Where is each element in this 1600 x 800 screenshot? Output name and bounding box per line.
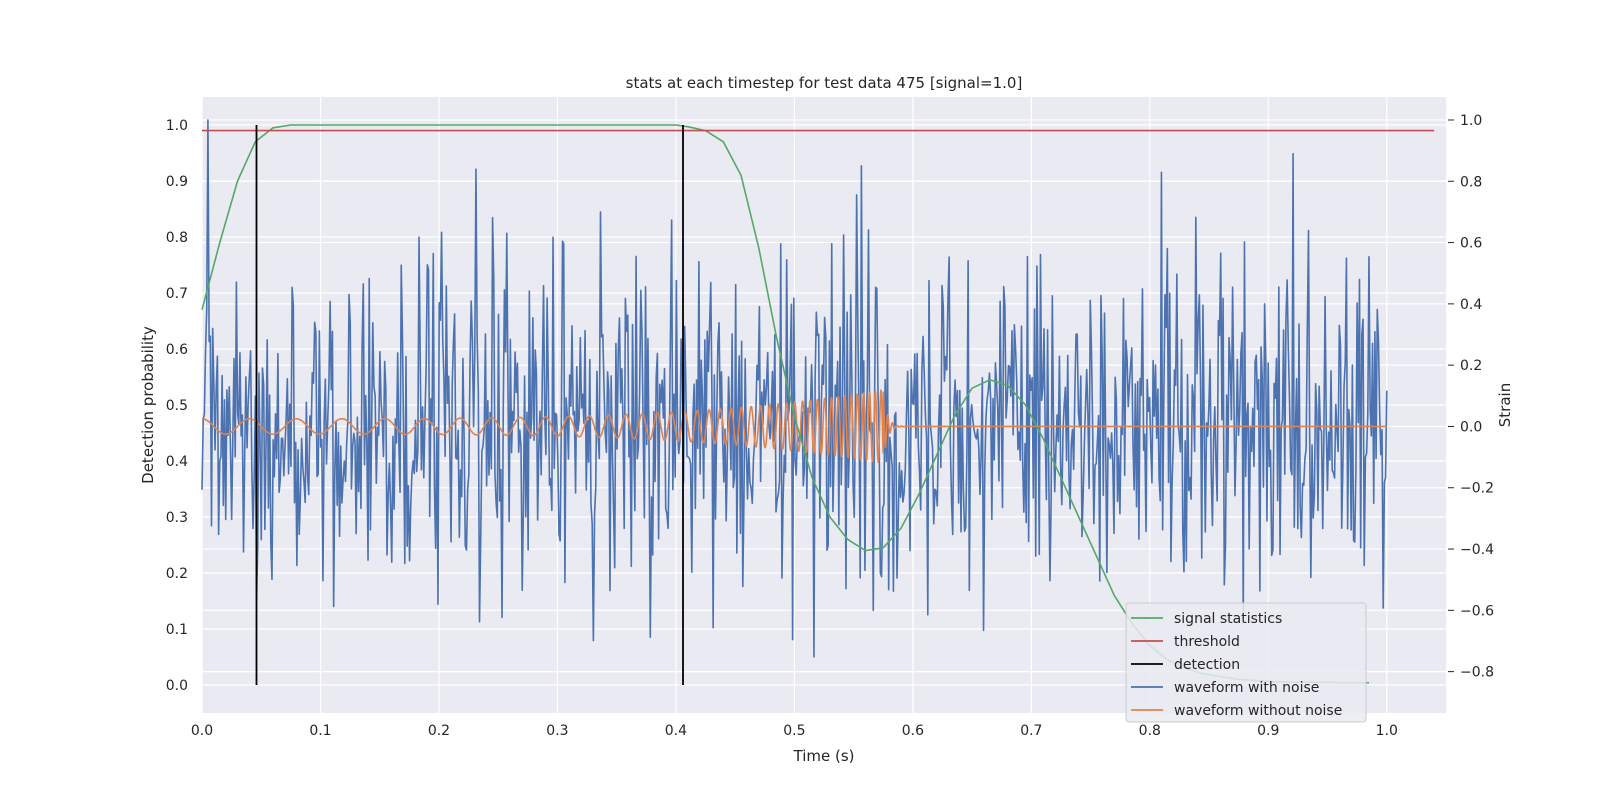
y2-tick-label: −0.8 bbox=[1460, 665, 1494, 681]
y-tick-label: 0.5 bbox=[166, 398, 188, 414]
y-tick-label: 1.0 bbox=[166, 118, 188, 134]
legend-label: waveform with noise bbox=[1174, 680, 1319, 696]
legend-entry-signal-statistics: signal statistics bbox=[1131, 611, 1282, 627]
y-tick-label: 0.2 bbox=[166, 566, 188, 582]
waveform-with-noise-layer bbox=[201, 119, 1388, 658]
x-axis-ticks: 0.0 0.1 0.2 0.3 0.4 0.5 0.6 0.7 0.8 0.9 1.0 bbox=[191, 723, 1398, 739]
y-tick-label: 0.1 bbox=[166, 622, 188, 638]
legend-entry-threshold: threshold bbox=[1131, 634, 1240, 650]
detection-layer bbox=[255, 125, 684, 685]
y-tick-label: 0.6 bbox=[166, 342, 188, 358]
y2-tick-label: 1.0 bbox=[1460, 113, 1482, 129]
x-tick-label: 1.0 bbox=[1376, 723, 1398, 739]
y-tick-label: 0.7 bbox=[166, 286, 188, 302]
y-axis-ticks: 0.0 0.1 0.2 0.3 0.4 0.5 0.6 0.7 0.8 0.9 1.0 bbox=[166, 118, 188, 694]
chart-title: stats at each timestep for test data 475… bbox=[626, 74, 1023, 92]
y-tick-label: 0.8 bbox=[166, 230, 188, 246]
y2-tick-label: −0.6 bbox=[1460, 603, 1494, 619]
x-tick-label: 0.0 bbox=[191, 723, 213, 739]
y2-tick-label: 0.2 bbox=[1460, 358, 1482, 374]
x-tick-label: 0.2 bbox=[428, 723, 450, 739]
y2-tick-label: 0.4 bbox=[1460, 297, 1482, 313]
waveform-without-noise-line bbox=[201, 389, 1388, 463]
x-tick-label: 0.1 bbox=[309, 723, 331, 739]
y-axis-title: Detection probability bbox=[139, 326, 157, 484]
legend-label: threshold bbox=[1174, 634, 1240, 650]
x-tick-label: 0.5 bbox=[783, 723, 805, 739]
waveform-with-noise-line bbox=[201, 119, 1388, 658]
x-tick-label: 0.7 bbox=[1020, 723, 1042, 739]
y2-tick-label: −0.4 bbox=[1460, 542, 1494, 558]
y2-tick-label: 0.6 bbox=[1460, 236, 1482, 252]
x-tick-label: 0.3 bbox=[546, 723, 568, 739]
x-tick-label: 0.9 bbox=[1257, 723, 1279, 739]
y2-tick-label: −0.2 bbox=[1460, 481, 1494, 497]
legend-label: waveform without noise bbox=[1174, 703, 1342, 719]
x-axis-title: Time (s) bbox=[793, 747, 855, 765]
legend-entry-detection: detection bbox=[1131, 657, 1240, 673]
y2-axis-title: Strain bbox=[1496, 383, 1514, 427]
legend: signal statistics threshold detection wa… bbox=[1125, 602, 1367, 723]
y2-axis-ticks: −0.8 −0.6 −0.4 −0.2 0.0 0.2 0.4 0.6 0.8 1.0 bbox=[1448, 113, 1494, 681]
y2-tick-label: 0.8 bbox=[1460, 174, 1482, 190]
y-tick-label: 0.4 bbox=[166, 454, 188, 470]
legend-label: detection bbox=[1174, 657, 1240, 673]
legend-entry-waveform-with-noise: waveform with noise bbox=[1131, 680, 1319, 696]
y-tick-label: 0.3 bbox=[166, 510, 188, 526]
legend-box bbox=[1125, 602, 1367, 723]
x-tick-label: 0.4 bbox=[665, 723, 687, 739]
legend-label: signal statistics bbox=[1174, 611, 1282, 627]
y-tick-label: 0.0 bbox=[166, 678, 188, 694]
waveform-without-noise-layer bbox=[201, 389, 1388, 463]
y-tick-label: 0.9 bbox=[166, 174, 188, 190]
x-tick-label: 0.8 bbox=[1139, 723, 1161, 739]
x-tick-label: 0.6 bbox=[902, 723, 924, 739]
y2-tick-label: 0.0 bbox=[1460, 419, 1482, 435]
legend-entry-waveform-without-noise: waveform without noise bbox=[1131, 703, 1342, 719]
